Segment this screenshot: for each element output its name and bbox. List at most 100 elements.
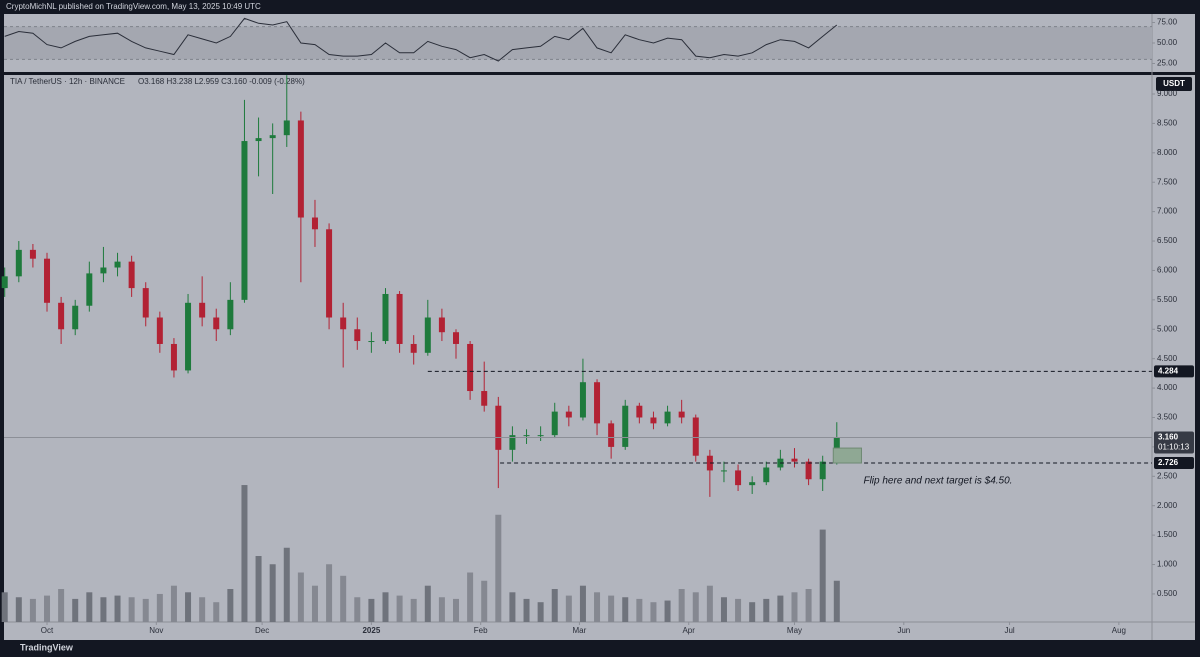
candle-body <box>156 317 163 344</box>
volume-bar <box>495 514 502 622</box>
candle-body <box>396 293 403 344</box>
candle-body <box>664 411 671 424</box>
volume-bar <box>283 547 290 622</box>
candle-body <box>453 332 460 344</box>
volume-bar <box>368 598 375 622</box>
candle-body <box>311 217 318 230</box>
candle-body <box>382 293 389 342</box>
x-tick-label: Nov <box>149 626 163 635</box>
candle-body <box>579 382 586 418</box>
volume-bar <box>805 589 812 622</box>
volume-bar <box>170 585 177 622</box>
candle-body <box>438 317 445 333</box>
volume-bar <box>424 585 431 622</box>
candle-body <box>213 317 220 330</box>
volume-bar <box>114 595 121 622</box>
volume-bar <box>227 589 234 622</box>
y-tick-label: 1.000 <box>1157 560 1178 569</box>
candle-body <box>537 435 544 437</box>
y-tick-label: 3.500 <box>1157 413 1178 422</box>
y-tick-label: 1.500 <box>1157 530 1178 539</box>
candle-body <box>227 299 234 330</box>
x-tick-label: 2025 <box>362 626 380 635</box>
rsi-tick-label: 25.00 <box>1157 59 1178 68</box>
candle-body <box>608 423 615 447</box>
last-price-label: 3.160 <box>1158 433 1179 442</box>
candle-body <box>692 417 699 456</box>
rsi-line <box>4 17 838 62</box>
y-tick-label: 8.000 <box>1157 148 1178 157</box>
candle-body <box>269 135 276 139</box>
candle-body <box>142 288 149 318</box>
volume-bar <box>664 600 671 622</box>
currency-box <box>1156 77 1192 91</box>
y-tick-label: 9.000 <box>1157 89 1178 98</box>
candle-body <box>368 341 375 343</box>
y-tick-label: 5.500 <box>1157 295 1178 304</box>
volume-bar <box>720 597 727 622</box>
volume-bar <box>311 585 318 622</box>
volume-bar <box>100 597 107 622</box>
support-label: 2.726 <box>1158 458 1179 467</box>
volume-bar <box>509 592 516 622</box>
candle-body <box>15 249 22 277</box>
volume-bar <box>255 556 262 622</box>
candle-body <box>805 461 812 480</box>
volume-bar <box>354 597 361 622</box>
x-tick-label: Oct <box>41 626 54 635</box>
volume-bar <box>199 597 206 622</box>
volume-bar <box>156 593 163 622</box>
candle-body <box>706 455 713 471</box>
candle-body <box>565 411 572 418</box>
ohlc: O3.168 H3.238 L2.959 C3.160 -0.009 (-0.2… <box>138 77 305 86</box>
candle-body <box>58 302 65 330</box>
volume-bar <box>326 564 333 622</box>
volume-bar <box>481 580 488 622</box>
note: Flip here and next target is $4.50. <box>863 476 1012 487</box>
y-tick-label: 0.500 <box>1157 589 1178 598</box>
candle-body <box>185 302 192 371</box>
volume-bar <box>622 597 629 622</box>
volume-bar <box>467 572 474 622</box>
volume-bar <box>692 592 699 622</box>
volume-bar <box>453 598 460 622</box>
x-tick-label: Aug <box>1112 626 1126 635</box>
y-tick-label: 7.000 <box>1157 207 1178 216</box>
candle-body <box>354 329 361 342</box>
volume-bar <box>1 592 8 622</box>
symbol: TIA / TetherUS · 12h · BINANCE <box>10 77 125 86</box>
volume-bar <box>58 589 65 622</box>
volume-bar <box>269 564 276 622</box>
y-tick-label: 5.000 <box>1157 324 1178 333</box>
volume-bar <box>523 598 530 622</box>
y-tick-label: 4.000 <box>1157 383 1178 392</box>
volume-bar <box>594 592 601 622</box>
candle-body <box>199 302 206 318</box>
candle-body <box>735 470 742 486</box>
volume-bar <box>777 595 784 622</box>
candle-body <box>594 382 601 424</box>
y-tick-label: 2.500 <box>1157 471 1178 480</box>
candle-body <box>100 267 107 274</box>
candle-body <box>29 249 36 259</box>
volume-bar <box>650 602 657 622</box>
volume-bar <box>213 602 220 622</box>
volume-bar <box>579 585 586 622</box>
candle-body <box>509 435 516 450</box>
candle-body <box>678 411 685 418</box>
brand: TradingView <box>20 642 74 652</box>
volume-bar <box>763 598 770 622</box>
y-tick-label: 7.500 <box>1157 177 1178 186</box>
volume-bar <box>396 595 403 622</box>
volume-bar <box>382 592 389 622</box>
x-tick-label: Dec <box>255 626 269 635</box>
candle-body <box>791 458 798 462</box>
byline: CryptoMichNL published on TradingView.co… <box>6 2 261 11</box>
support-label-box <box>1154 457 1194 470</box>
candle-body <box>340 317 347 330</box>
y-tick-label: 6.500 <box>1157 236 1178 245</box>
volume-bar <box>636 598 643 622</box>
volume-bar <box>565 595 572 622</box>
candle-body <box>297 120 304 218</box>
